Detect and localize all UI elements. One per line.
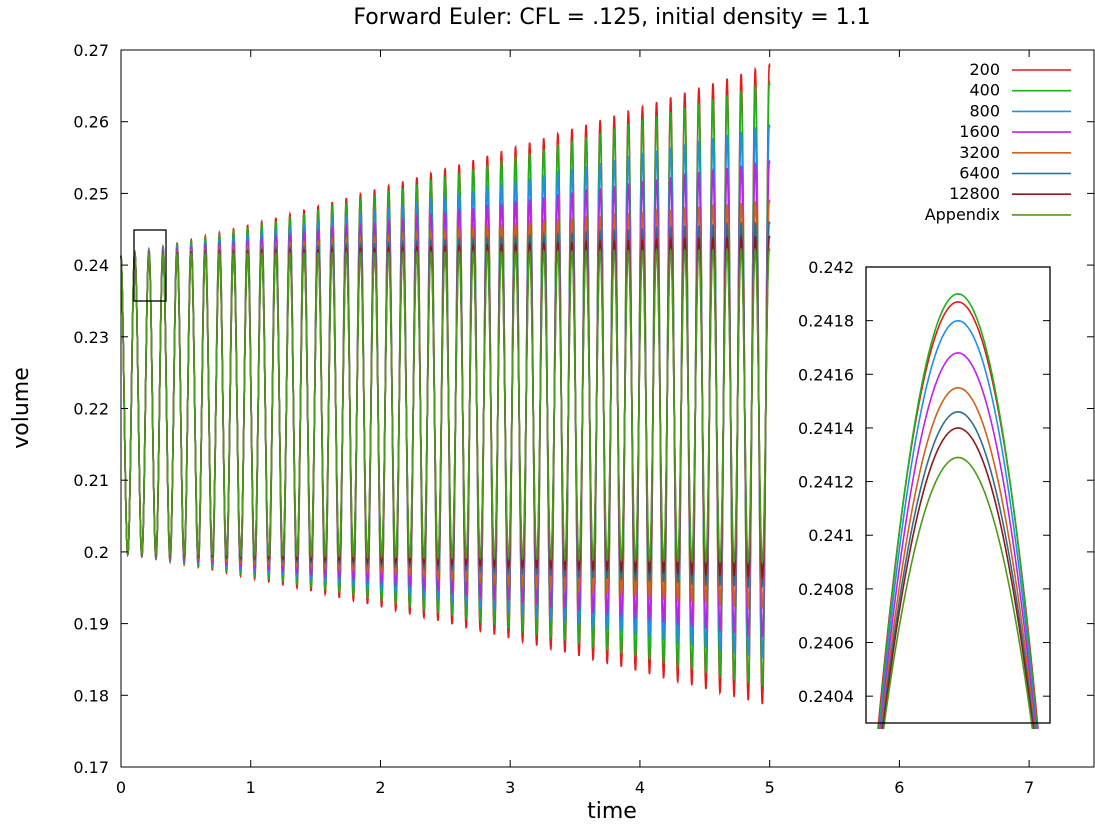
legend-label: 1600 xyxy=(959,122,1000,141)
inset-plot-series xyxy=(877,293,1039,730)
legend-label: 3200 xyxy=(959,143,1000,162)
x-tick-label: 3 xyxy=(505,778,515,797)
y-axis-ticks: 0.17 0.18 0.19 0.2 0.21 0.22 0.23 0.24 0.25 0.26 0… xyxy=(73,41,1094,777)
x-tick-label: 4 xyxy=(635,778,645,797)
legend-label: Appendix xyxy=(925,205,1000,224)
y-tick-label: 0.26 xyxy=(73,113,109,132)
y-tick-label: 0.22 xyxy=(73,400,109,419)
inset-series-line-800 xyxy=(878,319,1038,730)
x-tick-label: 2 xyxy=(375,778,385,797)
inset-plot-frame xyxy=(865,266,1051,724)
x-axis-label: time xyxy=(587,799,637,824)
chart-title: Forward Euler: CFL = .125, initial densi… xyxy=(353,5,870,30)
y-tick-label: 0.25 xyxy=(73,184,109,203)
x-tick-label: 6 xyxy=(894,778,904,797)
main-plot-series xyxy=(120,62,771,705)
x-axis-ticks: 0 1 2 3 4 5 6 7 xyxy=(116,50,1034,797)
y-tick-label: 0.24 xyxy=(73,256,109,275)
inset-y-tick-label: 0.2418 xyxy=(798,312,854,331)
inset-series-line-6400 xyxy=(881,411,1035,730)
y-tick-label: 0.17 xyxy=(73,758,109,777)
x-tick-label: 7 xyxy=(1024,778,1034,797)
y-tick-label: 0.18 xyxy=(73,686,109,705)
legend-label: 12800 xyxy=(949,184,1000,203)
inset-y-tick-label: 0.2412 xyxy=(798,473,854,492)
inset-y-tick-label: 0.242 xyxy=(808,258,854,277)
zoom-region-box xyxy=(133,229,167,302)
x-tick-label: 1 xyxy=(246,778,256,797)
y-tick-label: 0.19 xyxy=(73,615,109,634)
y-tick-label: 0.21 xyxy=(73,471,109,490)
x-tick-label: 0 xyxy=(116,778,126,797)
y-tick-label: 0.23 xyxy=(73,328,109,347)
inset-y-tick-label: 0.2406 xyxy=(798,634,854,653)
y-tick-label: 0.27 xyxy=(73,41,109,60)
x-tick-label: 5 xyxy=(765,778,775,797)
inset-series-line-Appendix xyxy=(882,456,1034,730)
y-tick-label: 0.2 xyxy=(84,543,109,562)
inset-y-tick-label: 0.241 xyxy=(808,526,854,545)
inset-series-line-3200 xyxy=(880,386,1036,730)
legend-label: 6400 xyxy=(959,164,1000,183)
y-axis-label: volume xyxy=(9,367,34,449)
inset-y-axis-ticks: 0.2404 0.2406 0.2408 0.241 0.2412 0.2414 0.241… xyxy=(798,258,1050,706)
inset-background xyxy=(866,267,1050,723)
inset-series-line-1600 xyxy=(879,352,1037,730)
series-line-Appendix xyxy=(120,246,771,566)
inset-y-tick-label: 0.2404 xyxy=(798,687,854,706)
inset-series-line-12800 xyxy=(882,427,1034,730)
inset-y-tick-label: 0.2408 xyxy=(798,580,854,599)
inset-y-tick-label: 0.2414 xyxy=(798,419,854,438)
inset-y-tick-label: 0.2416 xyxy=(798,365,854,384)
inset-series-line-400 xyxy=(878,293,1038,730)
legend-label: 800 xyxy=(969,101,1000,120)
legend-label: 400 xyxy=(969,81,1000,100)
legend-label: 200 xyxy=(969,60,1000,79)
